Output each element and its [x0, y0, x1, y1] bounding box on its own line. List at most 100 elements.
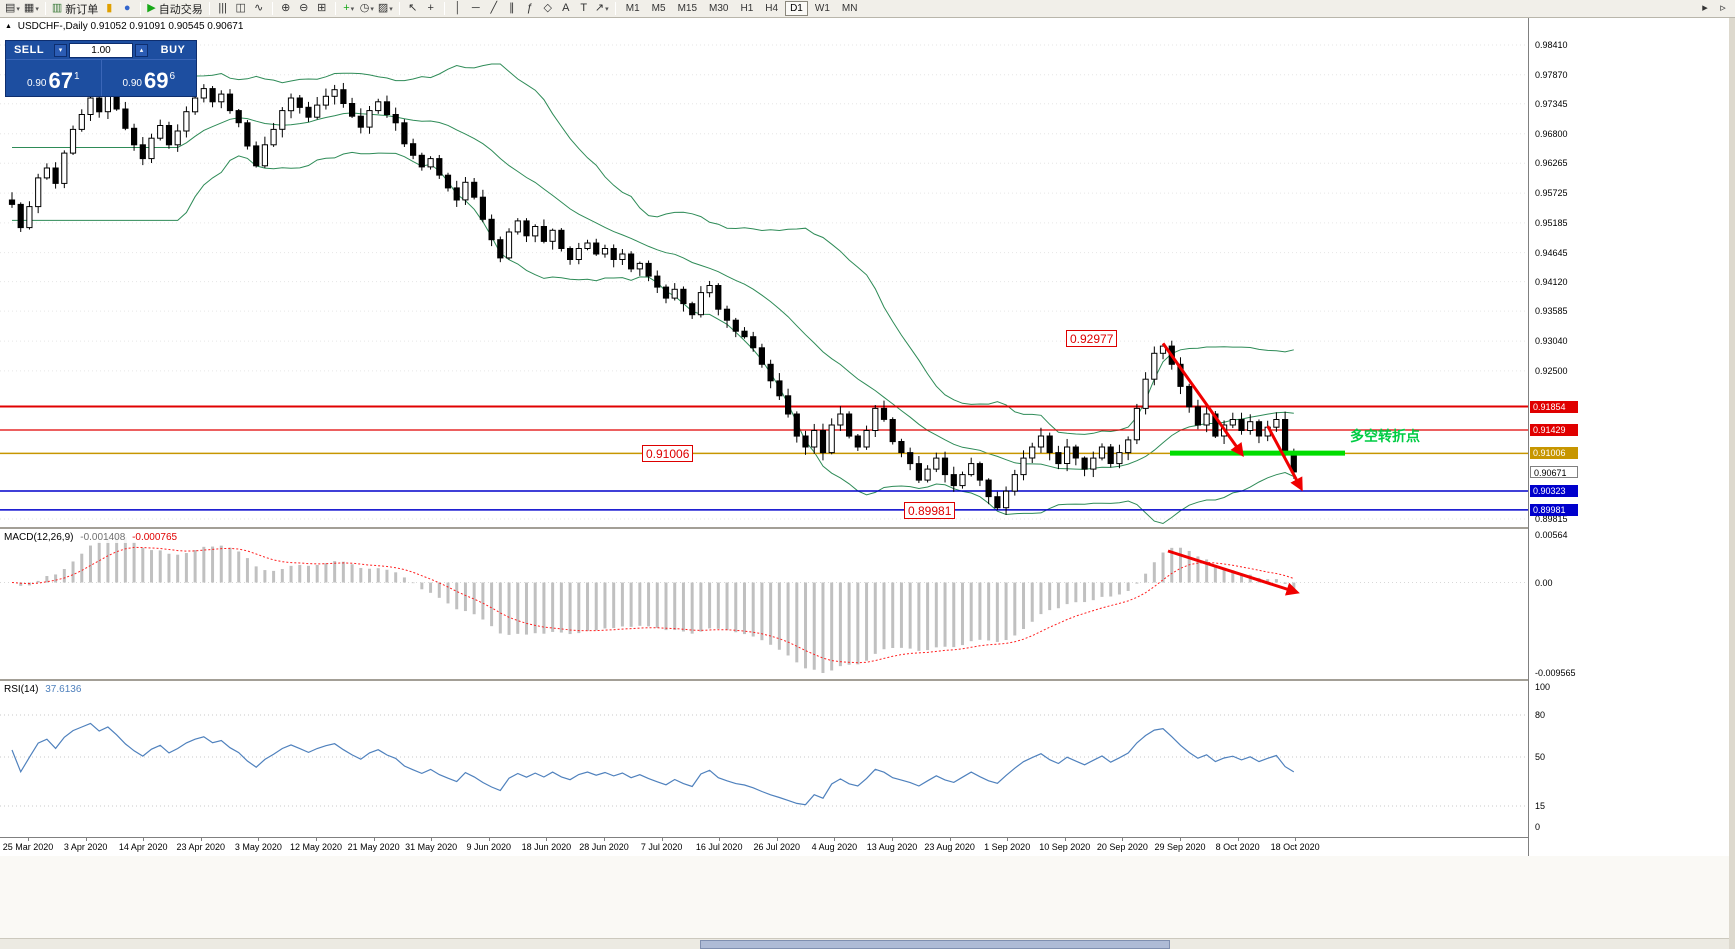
sell-button[interactable]: 0.90 67 1 [6, 60, 101, 96]
candle-body [1212, 413, 1219, 437]
volume-input[interactable]: 1.00 [69, 42, 133, 58]
arrows-button[interactable]: ↗ ▾ [593, 1, 611, 17]
date-label: 7 Jul 2020 [640, 842, 683, 852]
template-button[interactable]: ▨ ▾ [376, 1, 395, 17]
zoom-in-button[interactable]: ⊕ [277, 1, 295, 17]
toolbar-separator [398, 2, 400, 15]
volume-increase-button[interactable]: ▴ [135, 43, 148, 57]
candle-body [1177, 363, 1184, 387]
text-button[interactable]: A [557, 1, 575, 17]
candle-body [1003, 490, 1010, 509]
trendline-button-icon: ╱ [490, 2, 498, 14]
candle-body [1194, 406, 1202, 426]
shapes-button[interactable]: ◇ [539, 1, 557, 17]
candle-body [488, 218, 495, 241]
channel-button[interactable]: ∥ [503, 1, 521, 17]
shapes-button-icon: ◇ [543, 2, 552, 14]
candle-body [165, 125, 173, 146]
candle-body [671, 288, 678, 299]
window-right-edge [1729, 18, 1735, 949]
timeframe-h4-button[interactable]: H4 [765, 3, 779, 14]
trendline-button[interactable]: ╱ [485, 1, 503, 17]
fibonacci-button[interactable]: ƒ [521, 1, 539, 17]
price-axis-label: 0.93585 [1535, 306, 1568, 317]
rsi-panel-canvas[interactable] [0, 681, 1528, 837]
timeframe-d1-button[interactable]: D1 [785, 1, 808, 16]
cursor-button[interactable]: ↖ [404, 1, 422, 17]
buy-button[interactable]: 0.90 69 6 [102, 60, 197, 96]
auto-scroll-button[interactable]: ▹ [1714, 1, 1732, 17]
new-order-button[interactable]: ▥ 新订单 [50, 1, 100, 17]
label-button[interactable]: T [575, 1, 593, 17]
dropdown-caret-icon: ▾ [389, 5, 393, 13]
new-chart-button[interactable]: ▤ ▾ [3, 1, 22, 17]
buy-price-big: 69 [143, 68, 169, 93]
timeframe-mn-button[interactable]: MN [841, 3, 858, 14]
cursor-button-icon: ↖ [408, 2, 418, 14]
candle-body [819, 430, 827, 454]
auto-trading-button[interactable]: ▶ 自动交易 [145, 1, 204, 17]
line-chart-button[interactable]: ∿ [250, 1, 268, 17]
candle-body [471, 181, 478, 198]
main-macd-divider[interactable] [0, 527, 1728, 529]
price-axis-label: 0.97870 [1535, 69, 1568, 80]
bar-chart-button[interactable]: ||| [214, 1, 232, 17]
bollinger-lower-band [12, 151, 1295, 525]
timeframe-m15-button[interactable]: M15 [677, 3, 698, 14]
date-label: 12 May 2020 [289, 842, 343, 852]
tile-windows-button[interactable]: ⊞ [313, 1, 331, 17]
candlestick-chart-button[interactable]: ◫ [232, 1, 250, 17]
price-axis[interactable]: 0.98410 0.97870 0.97345 0.96800 0.96265 0.957… [1528, 18, 1729, 856]
period-button[interactable]: ◷ ▾ [358, 1, 376, 17]
add-indicator-button[interactable]: + ▾ [340, 1, 358, 17]
rsi-axis-100: 100 [1535, 682, 1551, 692]
candle-body [209, 88, 216, 103]
candle-body [340, 89, 347, 104]
candle-body [462, 181, 469, 201]
horizontal-scrollbar[interactable] [0, 938, 1735, 949]
candle-body [1159, 345, 1167, 354]
candle-body [218, 93, 225, 103]
text-button-icon: A [562, 2, 570, 14]
candle-body [950, 474, 957, 487]
history-center-icon[interactable]: ▮ [100, 1, 118, 17]
date-label: 9 Jun 2020 [466, 842, 512, 852]
date-label: 18 Oct 2020 [1270, 842, 1320, 852]
candle-body [1029, 446, 1036, 459]
candle-body [122, 108, 129, 129]
dropdown-caret-icon: ▾ [35, 5, 39, 13]
date-tick [1122, 838, 1124, 841]
timeframe-m5-button[interactable]: M5 [651, 3, 666, 14]
candle-body [915, 463, 922, 481]
candle-body [131, 127, 138, 146]
macd-rsi-divider[interactable] [0, 679, 1728, 681]
timeframe-h1-button[interactable]: H1 [740, 3, 754, 14]
horizontal-line-button[interactable]: ─ [467, 1, 485, 17]
market-watch-icon[interactable]: ● [118, 1, 136, 17]
zoom-out-button-icon: ⊖ [299, 2, 309, 14]
label-button-icon: T [580, 2, 588, 14]
volume-decrease-button[interactable]: ▾ [54, 43, 67, 57]
history-center-icon-icon: ▮ [106, 2, 113, 14]
symbol-collapse-icon[interactable]: ▲ [5, 23, 12, 30]
candle-body [314, 104, 321, 118]
timeframe-m1-button[interactable]: M1 [625, 3, 640, 14]
date-axis[interactable]: 25 Mar 2020 3 Apr 2020 14 Apr 2020 23 Apr 2… [0, 837, 1728, 856]
timeframe-w1-button[interactable]: W1 [814, 3, 830, 14]
date-label: 23 Apr 2020 [176, 842, 226, 852]
toolbar-separator [443, 2, 445, 15]
main-chart-canvas[interactable] [0, 18, 1528, 527]
candle-body [253, 145, 260, 167]
sell-header[interactable]: SELL [13, 44, 45, 56]
horizontal-scrollbar-thumb[interactable] [700, 940, 1170, 949]
buy-header[interactable]: BUY [160, 44, 186, 56]
vertical-line-button[interactable]: │ [449, 1, 467, 17]
crosshair-button[interactable]: + [422, 1, 440, 17]
chart-shift-button[interactable]: ▸ [1696, 1, 1714, 17]
price-axis-label: 0.92500 [1535, 365, 1568, 376]
timeframe-m30-button[interactable]: M30 [709, 3, 729, 14]
chart-profiles-button[interactable]: ▦ ▾ [22, 1, 41, 17]
zoom-out-button[interactable]: ⊖ [295, 1, 313, 17]
price-axis-label: 0.97345 [1535, 98, 1568, 109]
macd-panel-canvas[interactable] [0, 529, 1528, 679]
